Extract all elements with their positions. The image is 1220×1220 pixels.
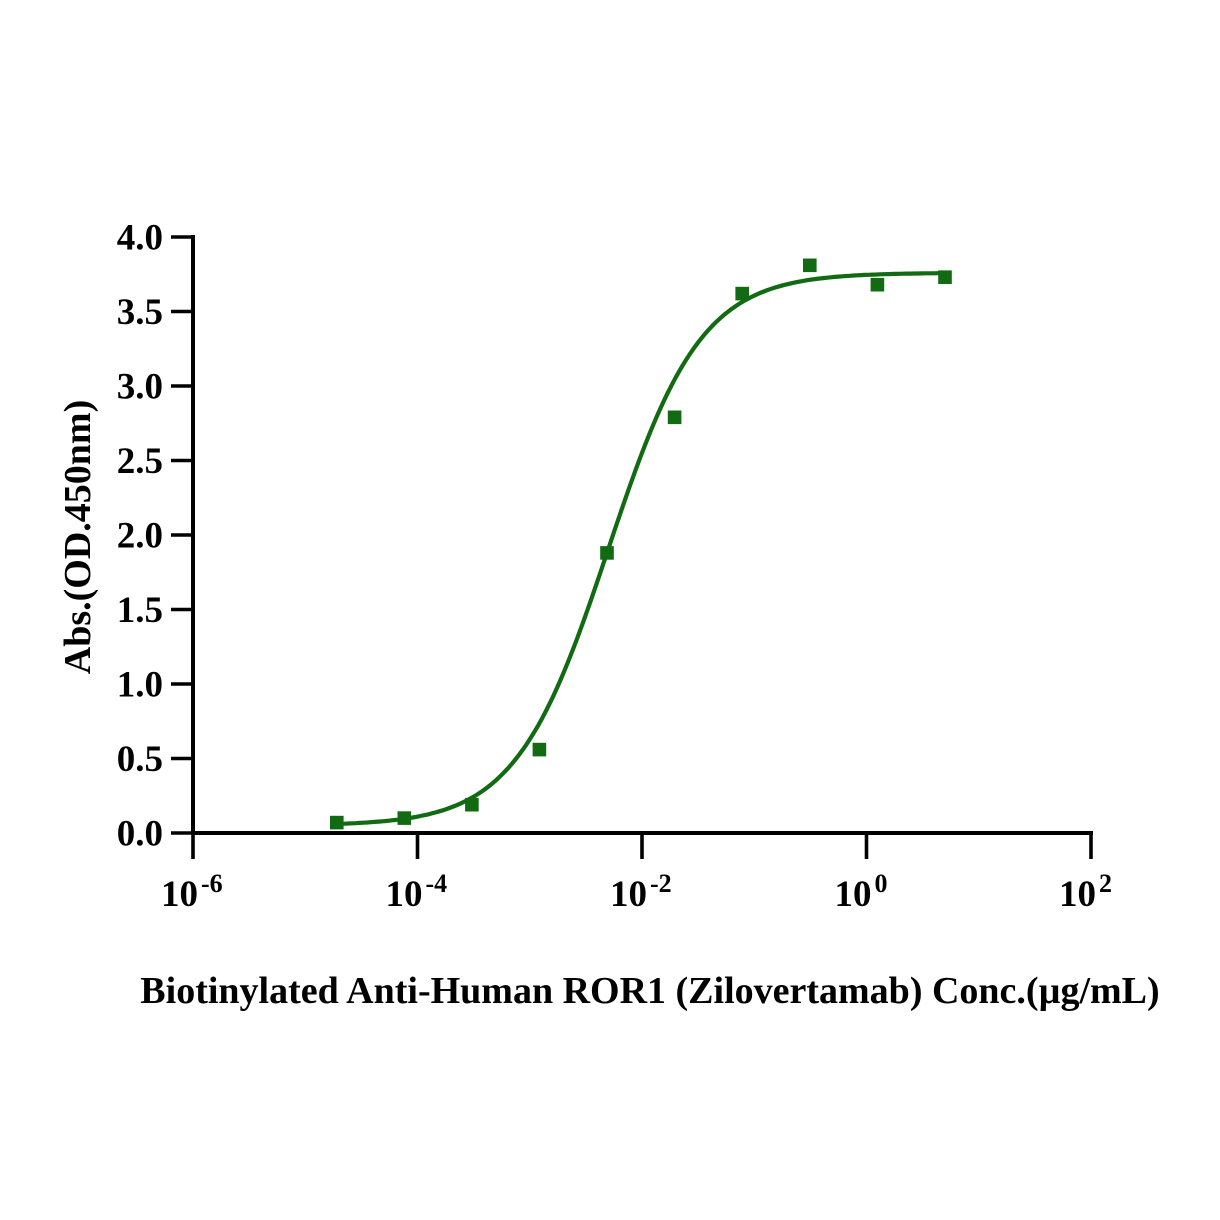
y-axis-title: Abs.(OD.450nm) xyxy=(57,400,99,674)
x-axis-tick-labels: 10 -6 10 -4 10 -2 10 0 10 2 xyxy=(161,869,1112,915)
y-tick-label: 4.0 xyxy=(117,218,163,259)
y-tick-label: 2.5 xyxy=(117,441,163,482)
data-point-marker xyxy=(735,286,749,301)
x-tick-label: 10 2 xyxy=(1059,869,1112,915)
x-tick-label: 10 0 xyxy=(835,869,888,915)
y-tick-label: 1.0 xyxy=(117,665,163,706)
data-point-marker xyxy=(870,277,885,292)
fit-curve xyxy=(334,271,948,827)
y-tick-label: 3.0 xyxy=(117,367,163,408)
y-tick-label: 3.5 xyxy=(117,292,163,333)
data-point-marker xyxy=(532,742,547,757)
y-tick-label: 0.5 xyxy=(117,739,163,780)
y-tick-label: 1.5 xyxy=(117,590,163,631)
x-axis-title: Biotinylated Anti-Human ROR1 (Zilovertam… xyxy=(140,970,1159,1012)
data-point-marker xyxy=(397,811,412,825)
data-point-marker xyxy=(803,258,817,273)
data-point-marker xyxy=(330,815,344,830)
data-points xyxy=(330,258,952,830)
x-tick-label: 10 -6 xyxy=(161,869,223,915)
x-tick-label: 10 -4 xyxy=(386,869,448,915)
x-axis-ticks xyxy=(191,833,1093,859)
data-point-marker xyxy=(600,546,614,560)
y-axis-ticks xyxy=(171,235,193,835)
y-tick-label: 2.0 xyxy=(117,516,163,557)
y-tick-label: 0.0 xyxy=(117,814,163,855)
y-axis-tick-labels: 0.0 0.5 1.0 1.5 2.0 2.5 3.0 3.5 4.0 xyxy=(117,218,163,855)
x-tick-label: 10 -2 xyxy=(610,869,672,915)
data-point-marker xyxy=(667,410,682,425)
data-point-marker xyxy=(465,797,479,812)
data-point-marker xyxy=(938,270,952,284)
axes xyxy=(191,235,1093,835)
